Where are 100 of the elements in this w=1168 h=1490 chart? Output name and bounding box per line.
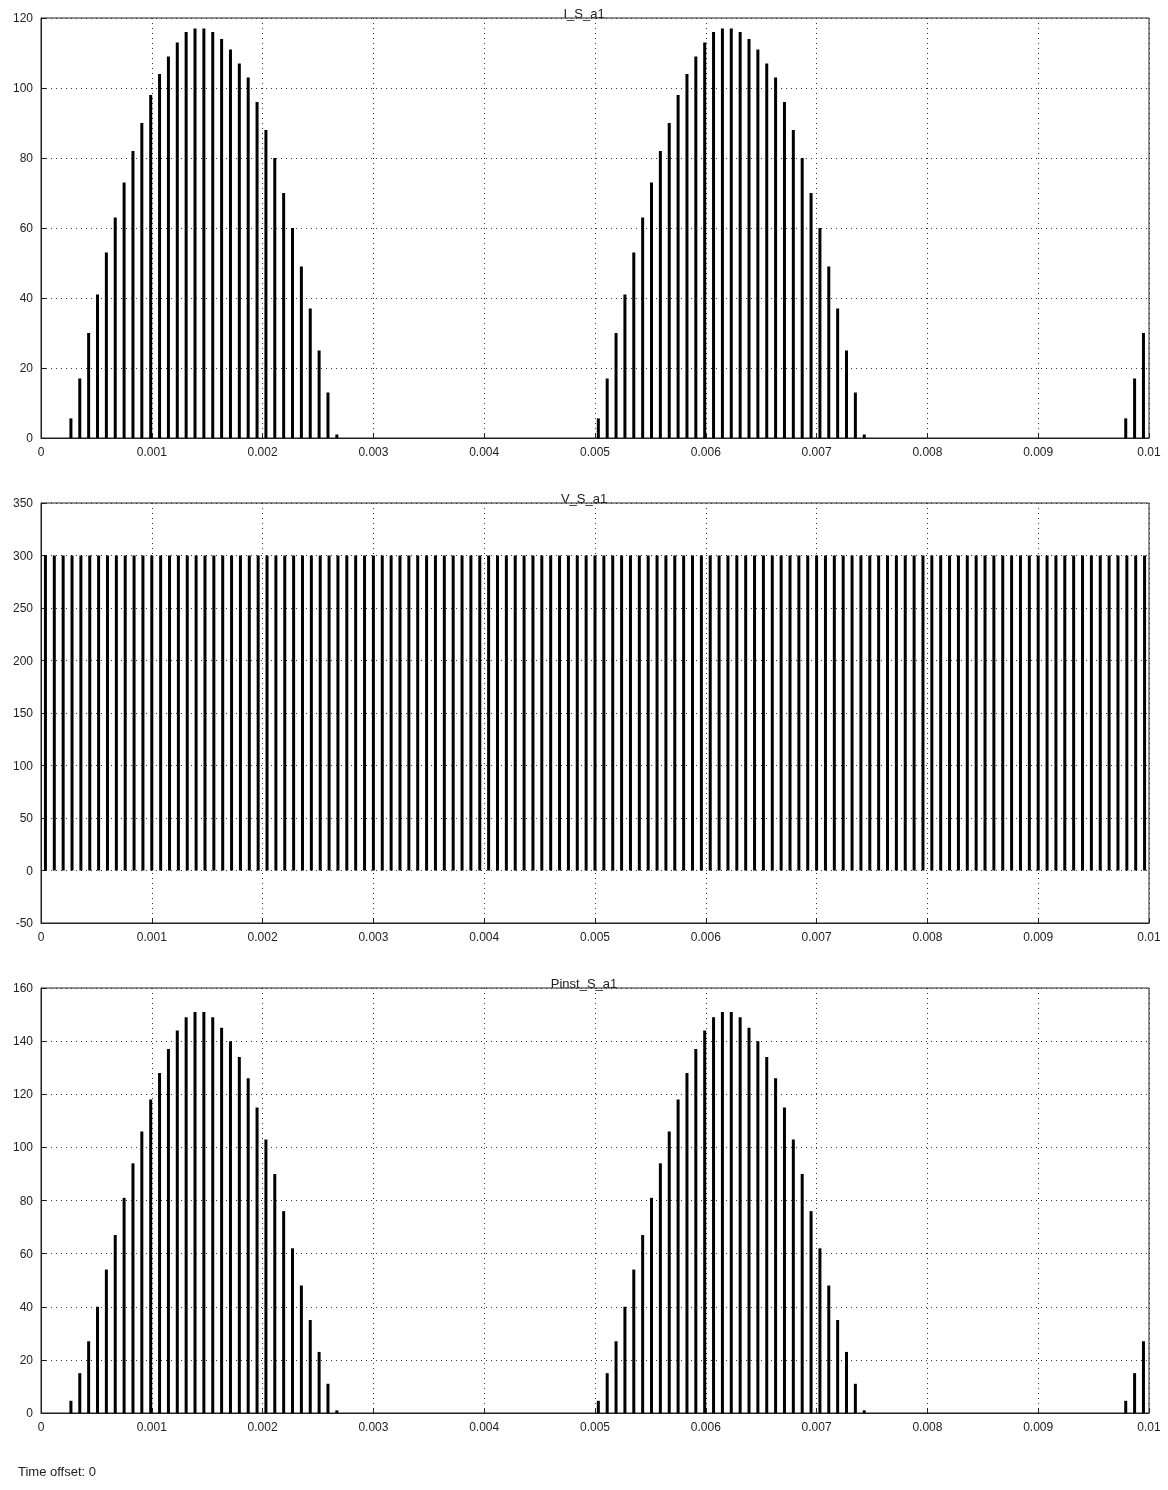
bar (202, 1011, 206, 1413)
bar (791, 1139, 795, 1413)
bar (827, 266, 831, 438)
bar (1133, 378, 1137, 438)
x-tick-label: 0.002 (247, 445, 278, 459)
bar (605, 1373, 609, 1413)
bar (308, 308, 312, 438)
text: Time offset: 0 (18, 1464, 97, 1479)
chart-title: I_S_a1 (563, 6, 605, 21)
bar (782, 102, 786, 438)
bar (211, 1017, 215, 1413)
x-tick-label: 0.008 (912, 445, 943, 459)
bar (78, 1373, 82, 1413)
bar (703, 1030, 707, 1413)
y-tick-label: 300 (12, 548, 34, 563)
x-tick-label: 0.005 (579, 1420, 611, 1434)
bar (149, 1099, 153, 1413)
x-tick-label: 0 (37, 930, 45, 944)
bar (69, 418, 73, 438)
bar (712, 32, 716, 438)
x-tick-label: 0.007 (801, 930, 832, 944)
bar (818, 1248, 822, 1413)
bar (220, 39, 224, 438)
bar (703, 42, 707, 438)
bar (720, 1011, 724, 1413)
y-tick-label: 100 (12, 1140, 34, 1155)
bar (246, 1078, 250, 1413)
bar (845, 1351, 849, 1413)
bar (1141, 1341, 1145, 1413)
bar (87, 1341, 91, 1413)
x-tick-label: 0.007 (801, 445, 832, 459)
x-tick-label: 0.004 (469, 930, 500, 944)
bar (317, 350, 321, 438)
x-tick-label: 0.005 (579, 930, 611, 944)
y-tick-label: 80 (19, 151, 34, 165)
bar (299, 1285, 303, 1413)
y-tick-label: 0 (26, 863, 34, 878)
bar (158, 1073, 162, 1413)
bar (845, 350, 849, 438)
bar (122, 1197, 126, 1413)
bar (228, 49, 232, 438)
bar (211, 32, 215, 438)
bar (623, 294, 627, 438)
x-tick-label: 0.007 (801, 1420, 832, 1434)
bar (800, 1173, 804, 1413)
x-tick-label: 0.003 (358, 930, 389, 944)
bar (166, 1049, 170, 1413)
bar (175, 42, 179, 438)
bar (184, 1017, 188, 1413)
bar (140, 123, 144, 438)
x-tick-label: 0.002 (247, 930, 278, 944)
bar (1133, 1373, 1137, 1413)
bar (122, 182, 126, 438)
bar (246, 77, 250, 438)
bar (667, 123, 671, 438)
y-tick-label: -50 (15, 916, 34, 930)
bar (632, 252, 636, 438)
bar (299, 266, 303, 438)
bar (800, 158, 804, 438)
bar (78, 378, 82, 438)
bar (614, 333, 618, 438)
bar (605, 378, 609, 438)
y-tick-label: 0 (26, 1406, 34, 1420)
bar (658, 1163, 662, 1413)
bar (202, 28, 206, 438)
x-tick-label: 0.001 (136, 1420, 168, 1434)
bar (641, 217, 645, 438)
bar (756, 1041, 760, 1413)
bar (729, 1011, 733, 1413)
bar (809, 1211, 813, 1413)
bar (623, 1306, 627, 1413)
bar (308, 1320, 312, 1413)
y-tick-label: 50 (19, 811, 34, 825)
bar (113, 217, 117, 438)
bar (641, 1235, 645, 1413)
x-tick-label: 0 (37, 445, 45, 459)
bar (720, 28, 724, 438)
x-tick-label: 0.008 (912, 1420, 943, 1434)
bar (836, 1320, 840, 1413)
bar (96, 294, 100, 438)
bar (738, 32, 742, 438)
bar (264, 130, 268, 438)
chart-title: V_S_a1 (560, 491, 608, 506)
bar (694, 56, 698, 438)
bar (596, 1400, 600, 1413)
bar (1124, 418, 1128, 438)
y-tick-label: 350 (12, 496, 34, 510)
bar (158, 74, 162, 438)
bar (774, 1078, 778, 1413)
bar (255, 102, 259, 438)
bar (104, 1269, 108, 1413)
bar (87, 333, 91, 438)
bar (69, 1400, 73, 1413)
x-tick-label: 0.006 (690, 930, 722, 944)
x-tick-label: 0.01 (1137, 1420, 1161, 1434)
bar (317, 1351, 321, 1413)
bar (818, 228, 822, 438)
bar (782, 1107, 786, 1413)
y-tick-label: 120 (12, 11, 34, 25)
bar (650, 1197, 654, 1413)
